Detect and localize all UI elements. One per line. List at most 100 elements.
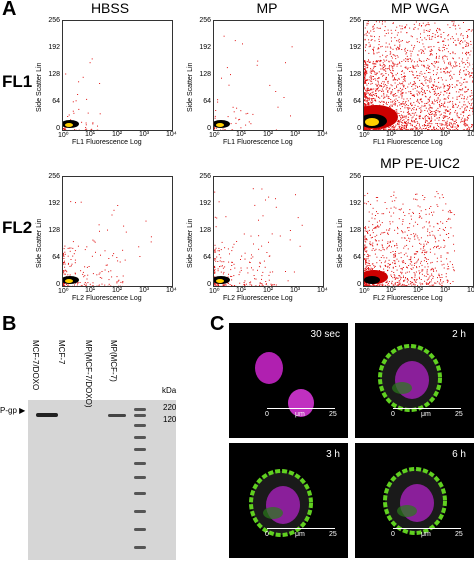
time-label: 30 sec xyxy=(310,329,340,340)
x-tick-label: 10⁴ xyxy=(467,287,474,294)
ladder-band xyxy=(134,424,146,427)
time-label: 6 h xyxy=(452,449,466,460)
y-tick-label: 128 xyxy=(349,71,361,78)
pgp-label: P-gp ▶ xyxy=(0,406,26,415)
x-tick-label: 10³ xyxy=(440,287,451,294)
ladder-band xyxy=(134,528,146,531)
y-tick-label: 64 xyxy=(353,254,361,261)
y-tick-label: 64 xyxy=(52,98,60,105)
plot-hbss-fl1 xyxy=(62,20,173,131)
lane-label: MP(MCF-7/DOXO) xyxy=(84,340,93,408)
x-tick-label: 10⁴ xyxy=(467,131,474,138)
y-axis-label: Side Scatter Lin xyxy=(337,218,344,268)
y-tick-label: 192 xyxy=(349,44,361,51)
scale-bar: 0 μm 25 xyxy=(259,528,339,548)
y-tick-label: 128 xyxy=(199,71,211,78)
x-axis-label: FL1 Fluorescence Log xyxy=(373,139,443,146)
x-tick-label: 10¹ xyxy=(386,287,397,294)
x-tick-label: 10⁴ xyxy=(317,287,328,294)
ladder-band xyxy=(134,492,146,495)
x-tick-label: 10⁰ xyxy=(359,288,370,295)
x-tick-label: 10² xyxy=(112,287,123,294)
y-tick-label: 64 xyxy=(353,98,361,105)
y-tick-label: 192 xyxy=(48,44,60,51)
y-tick-label: 192 xyxy=(199,200,211,207)
x-tick-label: 10¹ xyxy=(236,287,247,294)
plot-hbss-fl2 xyxy=(62,176,173,287)
ladder-band xyxy=(134,414,146,417)
y-tick-label: 64 xyxy=(203,254,211,261)
col-title-mp: MP xyxy=(256,0,278,16)
lane-label: MCF-7/DOXO xyxy=(31,340,40,391)
y-axis-label: Side Scatter Lin xyxy=(187,62,194,112)
y-tick-label: 192 xyxy=(349,200,361,207)
x-tick-label: 10⁰ xyxy=(209,288,220,295)
x-axis-label: FL2 Fluorescence Log xyxy=(373,295,443,302)
y-tick-label: 64 xyxy=(203,98,211,105)
y-tick-label: 256 xyxy=(199,17,211,24)
x-tick-label: 10² xyxy=(413,131,424,138)
y-tick-label: 128 xyxy=(48,71,60,78)
y-tick-label: 0 xyxy=(357,125,361,132)
y-tick-label: 192 xyxy=(48,200,60,207)
y-axis-label: Side Scatter Lin xyxy=(187,218,194,268)
plot-pe-uic2-fl2 xyxy=(363,176,474,287)
y-tick-label: 256 xyxy=(199,173,211,180)
y-tick-label: 0 xyxy=(207,125,211,132)
y-tick-label: 256 xyxy=(48,17,60,24)
x-tick-label: 10¹ xyxy=(236,131,247,138)
x-axis-label: FL2 Fluorescence Log xyxy=(72,295,142,302)
y-tick-label: 256 xyxy=(349,17,361,24)
western-blot xyxy=(28,400,176,560)
x-tick-label: 10² xyxy=(413,287,424,294)
pgp-text: P-gp xyxy=(0,406,17,415)
ladder-band xyxy=(134,408,146,411)
lane-label: MCF-7 xyxy=(57,340,66,365)
y-tick-label: 128 xyxy=(199,227,211,234)
panel-letter-a: A xyxy=(2,0,17,20)
y-tick-label: 256 xyxy=(48,173,60,180)
row-label-fl1: FL1 xyxy=(2,72,33,91)
x-tick-label: 10² xyxy=(263,287,274,294)
band-mcf7-doxo xyxy=(36,413,58,417)
ladder-band xyxy=(134,510,146,513)
x-tick-label: 10¹ xyxy=(85,287,96,294)
x-tick-label: 10³ xyxy=(440,131,451,138)
ladder-band xyxy=(134,462,146,465)
x-tick-label: 10² xyxy=(263,131,274,138)
y-tick-label: 192 xyxy=(199,44,211,51)
ladder-band xyxy=(134,476,146,479)
plot-mp-fl1 xyxy=(213,20,324,131)
x-tick-label: 10³ xyxy=(139,131,150,138)
panel-letter-c: C xyxy=(210,313,225,335)
ladder-band xyxy=(134,448,146,451)
x-tick-label: 10⁰ xyxy=(209,132,220,139)
marker-120: 120 xyxy=(163,415,177,424)
x-tick-label: 10⁰ xyxy=(58,132,69,139)
title-mp-pe-uic2: MP PE-UIC2 xyxy=(380,155,460,171)
micrograph: 3 h 0 μm 25 xyxy=(229,443,348,558)
y-tick-label: 128 xyxy=(48,227,60,234)
col-title-hbss: HBSS xyxy=(90,0,130,16)
x-tick-label: 10⁰ xyxy=(359,132,370,139)
micrograph: 30 sec 0 μm 25 xyxy=(229,323,348,438)
y-tick-label: 0 xyxy=(207,281,211,288)
marker-220: 220 xyxy=(163,403,177,412)
lane-label: MP(MCF-7) xyxy=(109,340,118,382)
x-tick-label: 10¹ xyxy=(85,131,96,138)
x-tick-label: 10³ xyxy=(290,131,301,138)
plot-mp-fl2 xyxy=(213,176,324,287)
x-tick-label: 10⁴ xyxy=(166,131,177,138)
y-axis-label: Side Scatter Lin xyxy=(337,62,344,112)
x-tick-label: 10³ xyxy=(290,287,301,294)
kda-label: kDa xyxy=(162,386,177,395)
x-axis-label: FL1 Fluorescence Log xyxy=(72,139,142,146)
y-axis-label: Side Scatter Lin xyxy=(36,62,43,112)
y-tick-label: 0 xyxy=(56,281,60,288)
col-title-mp-wga: MP WGA xyxy=(390,0,450,16)
y-axis-label: Side Scatter Lin xyxy=(36,218,43,268)
x-tick-label: 10⁴ xyxy=(166,287,177,294)
x-tick-label: 10¹ xyxy=(386,131,397,138)
y-tick-label: 64 xyxy=(52,254,60,261)
x-axis-label: FL2 Fluorescence Log xyxy=(223,295,293,302)
